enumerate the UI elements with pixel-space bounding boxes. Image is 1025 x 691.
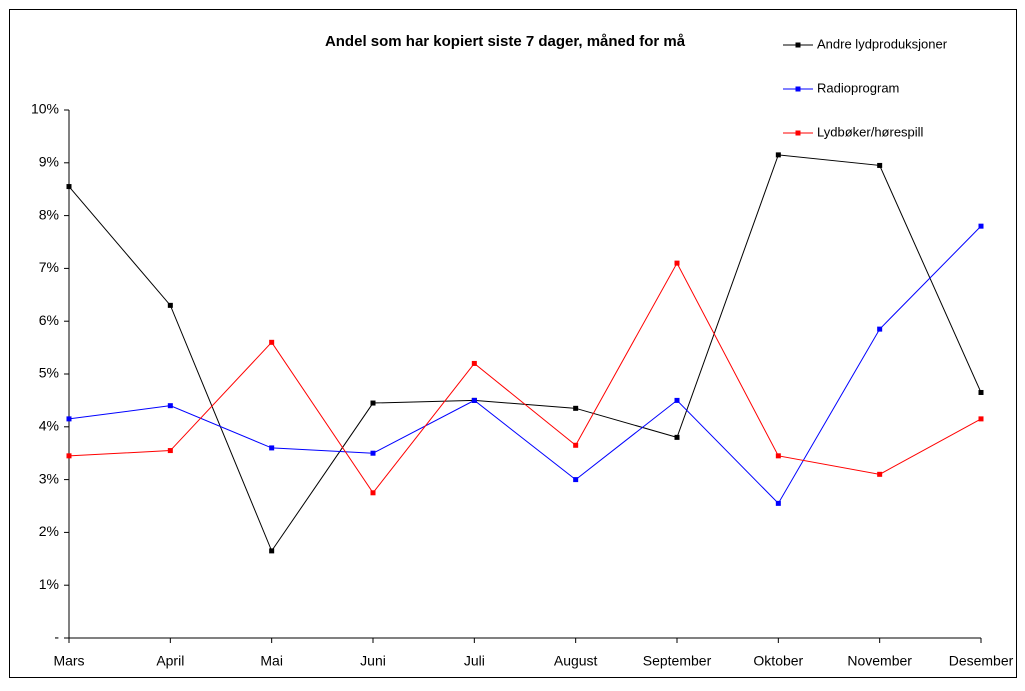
point xyxy=(573,405,579,411)
x-tick-label: Mars xyxy=(53,653,84,669)
x-tick-label: November xyxy=(847,653,912,669)
x-tick-label: April xyxy=(156,653,184,669)
point xyxy=(674,397,680,403)
point xyxy=(978,416,984,422)
legend-marker xyxy=(795,86,801,92)
point xyxy=(877,471,883,477)
point xyxy=(66,184,72,190)
point xyxy=(269,339,275,345)
point xyxy=(167,302,173,308)
y-tick-label: 6% xyxy=(39,312,59,328)
y-tick-label: 2% xyxy=(39,523,59,539)
point xyxy=(775,500,781,506)
x-tick-label: Desember xyxy=(949,653,1014,669)
point xyxy=(573,477,579,483)
y-tick-label: 3% xyxy=(39,470,59,486)
point xyxy=(167,448,173,454)
y-tick-label: 9% xyxy=(39,154,59,170)
point xyxy=(674,260,680,266)
point xyxy=(978,223,984,229)
chart-title: Andel som har kopiert siste 7 dager, mån… xyxy=(325,33,686,50)
point xyxy=(370,490,376,496)
y-tick-label: 8% xyxy=(39,206,59,222)
point xyxy=(269,445,275,451)
x-tick-label: Oktober xyxy=(753,653,803,669)
point xyxy=(370,400,376,406)
point xyxy=(269,548,275,554)
x-tick-label: Mai xyxy=(260,653,283,669)
x-tick-label: Juni xyxy=(360,653,386,669)
point xyxy=(66,416,72,422)
legend-label: Radioprogram xyxy=(817,80,899,95)
y-tick-label: 5% xyxy=(39,365,59,381)
y-tick-label: - xyxy=(54,629,59,645)
y-tick-label: 1% xyxy=(39,576,59,592)
y-tick-label: 7% xyxy=(39,259,59,275)
point xyxy=(471,360,477,366)
point xyxy=(66,453,72,459)
point xyxy=(471,397,477,403)
x-tick-label: August xyxy=(554,653,598,669)
point xyxy=(674,434,680,440)
series-line xyxy=(68,225,982,505)
legend-marker xyxy=(795,130,801,136)
x-tick-label: September xyxy=(643,653,712,669)
point xyxy=(877,326,883,332)
legend-marker xyxy=(795,42,801,48)
chart-border xyxy=(9,9,1017,678)
y-tick-label: 4% xyxy=(39,418,59,434)
point xyxy=(573,442,579,448)
series-line xyxy=(68,262,982,494)
point xyxy=(877,162,883,168)
point xyxy=(167,403,173,409)
legend-label: Andre lydproduksjoner xyxy=(817,36,948,51)
point xyxy=(775,453,781,459)
x-tick-label: Juli xyxy=(464,653,485,669)
point xyxy=(370,450,376,456)
y-tick-label: 10% xyxy=(31,101,59,117)
point xyxy=(978,389,984,395)
point xyxy=(775,152,781,158)
legend-label: Lydbøker/hørespill xyxy=(817,124,924,139)
